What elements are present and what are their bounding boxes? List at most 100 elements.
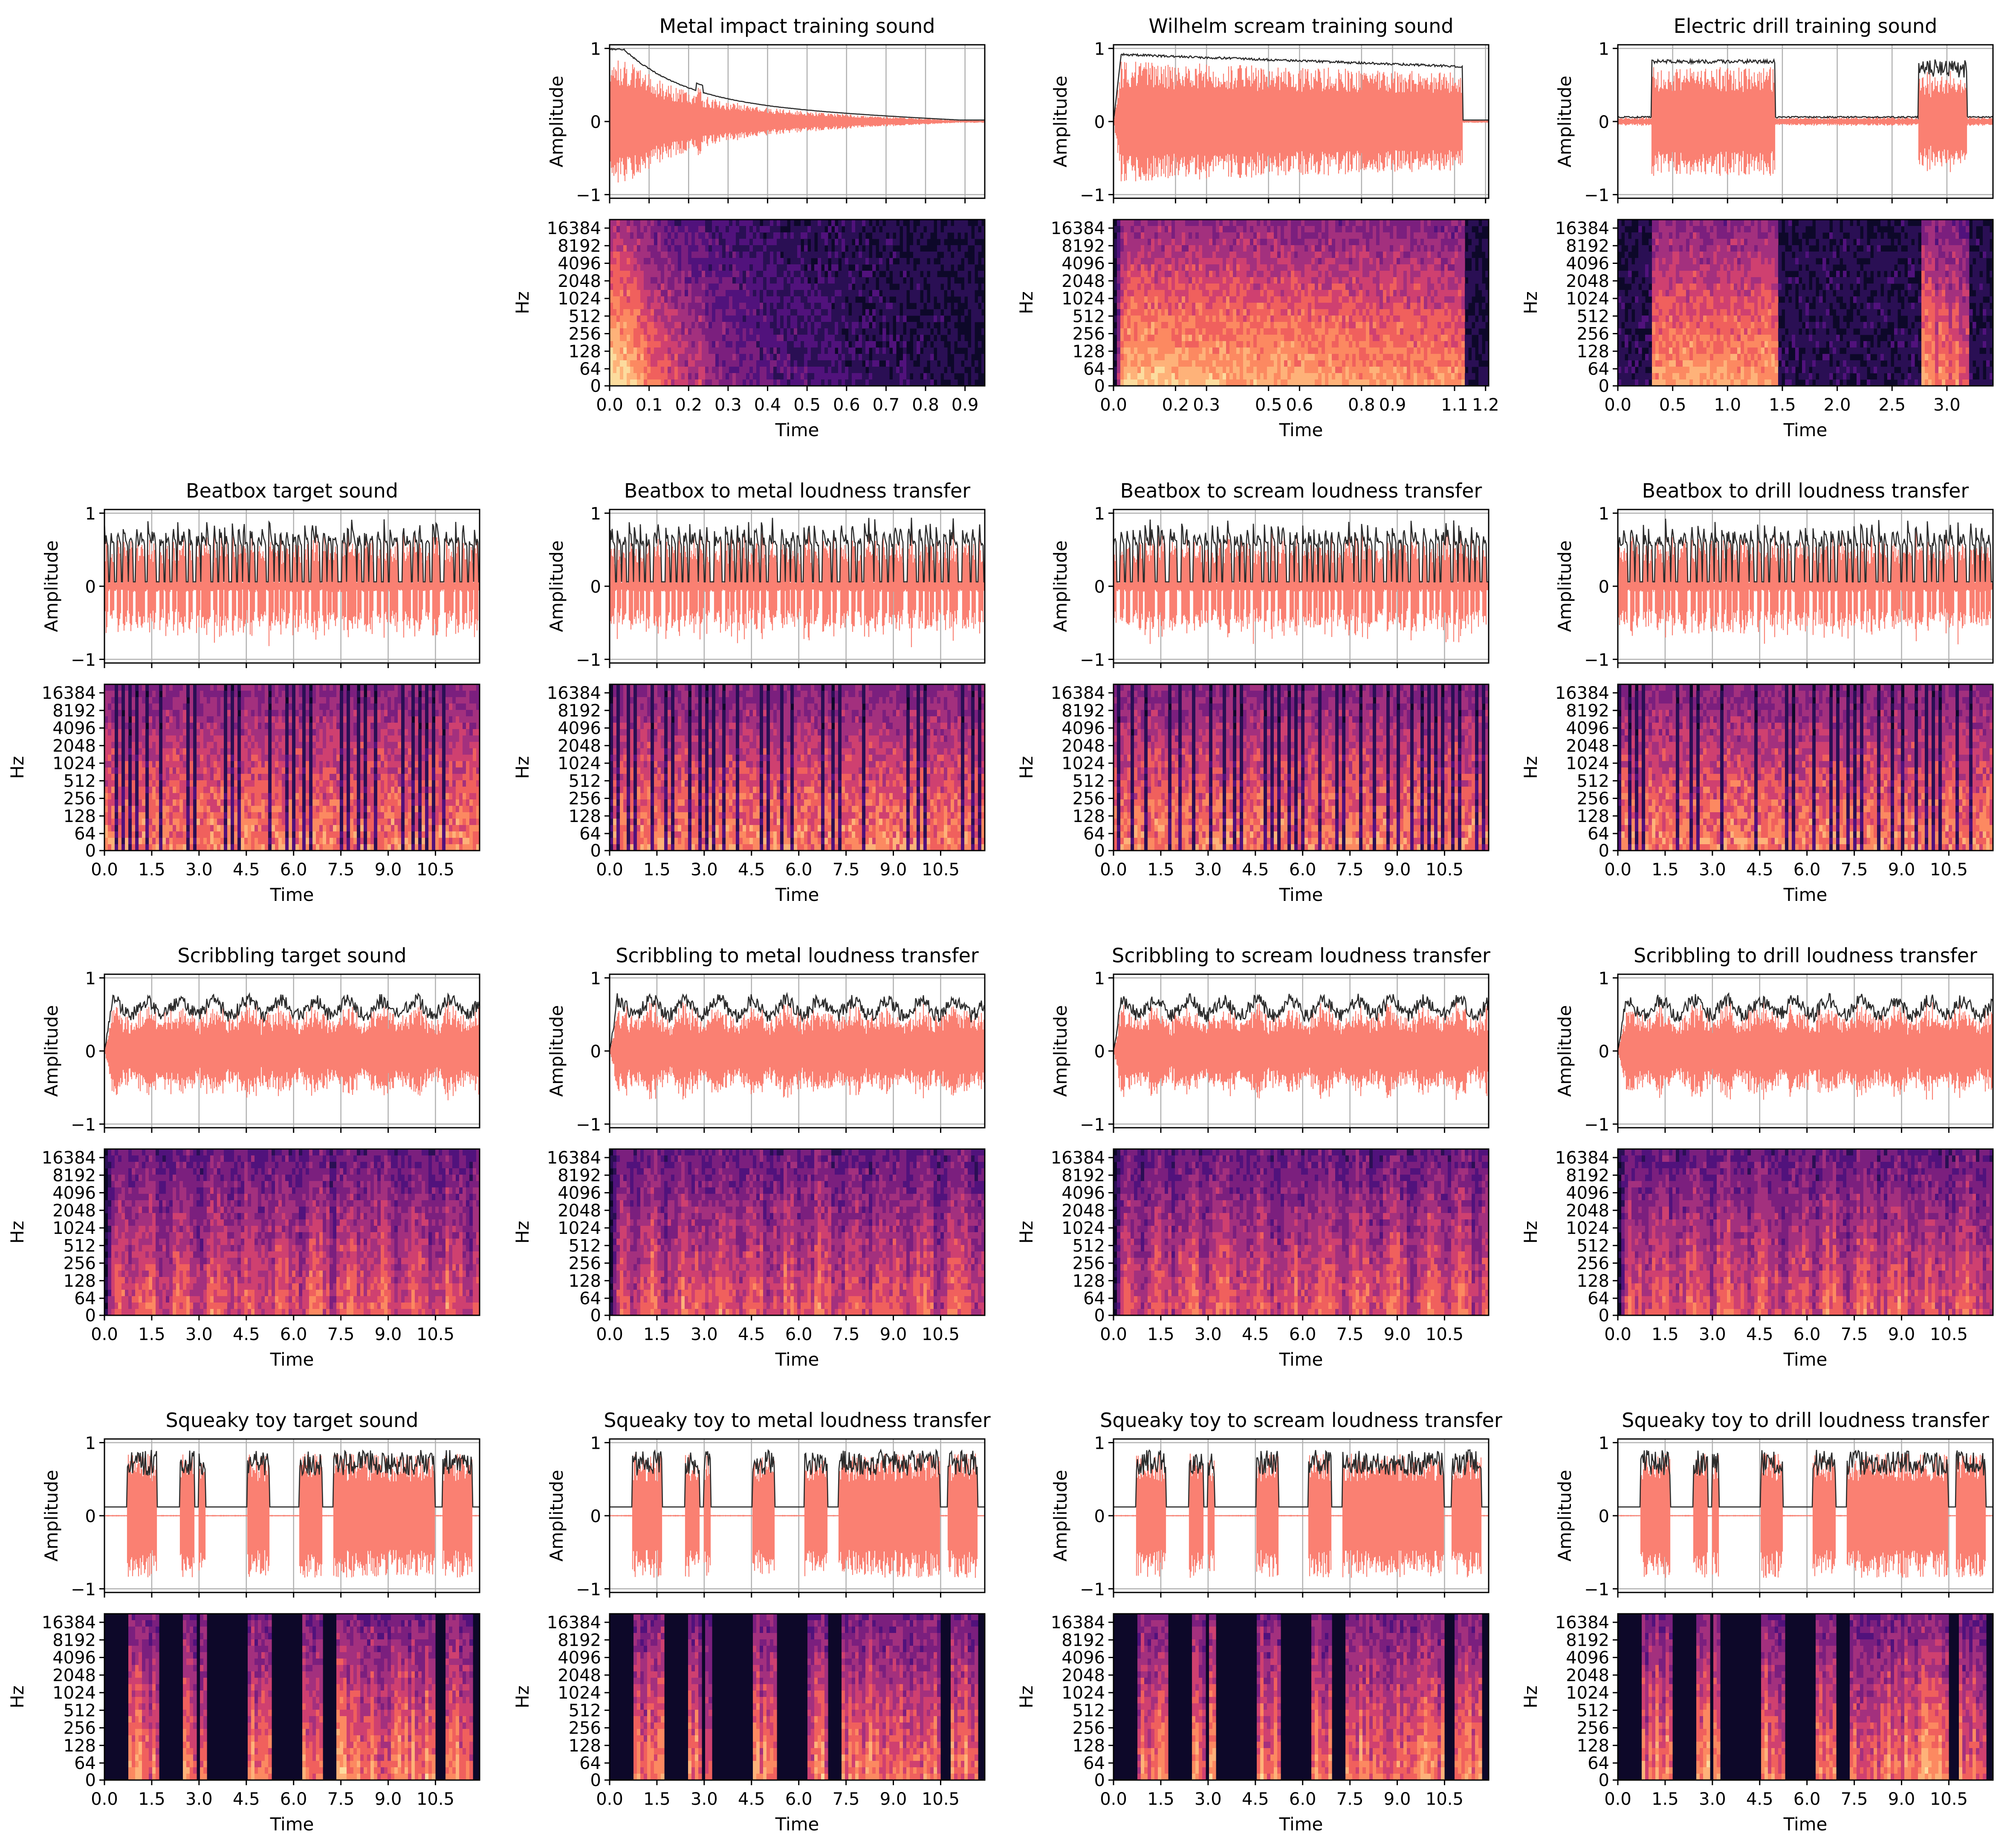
spectrogram-cell xyxy=(691,252,695,258)
spectrogram-cell xyxy=(743,232,746,239)
spectrogram-cell xyxy=(1206,226,1209,233)
spectrogram-cell xyxy=(835,335,839,342)
spectrogram-cell xyxy=(695,258,699,265)
spectrogram-cell xyxy=(1185,341,1189,348)
spectrogram-cell xyxy=(685,271,688,278)
spectrogram-cell xyxy=(940,277,944,284)
spectrogram-cell xyxy=(739,271,743,278)
spectrogram-cell xyxy=(937,367,941,373)
spectrogram-cell xyxy=(971,271,975,278)
spectrogram-cell xyxy=(865,347,869,354)
spectrogram-cell xyxy=(1165,264,1169,271)
spectrogram-cell xyxy=(801,373,804,380)
spectrogram-cell xyxy=(1120,328,1124,335)
spectrogram-cell xyxy=(848,379,852,386)
spectrogram-cell xyxy=(1137,226,1141,233)
spectrogram-cell xyxy=(681,367,685,373)
spectrogram-cell xyxy=(1202,309,1206,316)
spectrogram-cell xyxy=(712,271,716,278)
spectrogram-cell xyxy=(1216,367,1220,373)
spectrogram-cell xyxy=(947,322,951,329)
spectrogram-cell xyxy=(1137,316,1141,322)
spectrogram-cell xyxy=(633,354,637,361)
spectrogram-cell xyxy=(644,322,648,329)
spectrogram-cell xyxy=(1154,284,1158,290)
spectrogram-cell xyxy=(732,341,736,348)
spectrogram-cell xyxy=(763,220,767,226)
spectrogram-cell xyxy=(927,303,931,310)
spectrogram-cell xyxy=(743,258,746,265)
spectrogram-cell xyxy=(698,309,702,316)
spectrogram-cell xyxy=(702,379,706,386)
spectrogram-cell xyxy=(1185,309,1189,316)
spectrogram-cell xyxy=(644,271,648,278)
spectrogram-cell xyxy=(722,367,726,373)
spectrogram-cell xyxy=(1206,373,1209,380)
spectrogram-cell xyxy=(930,277,934,284)
spectrogram-cell xyxy=(743,226,746,233)
spectrogram-cell xyxy=(773,367,777,373)
spectrogram-cell xyxy=(691,341,695,348)
spectrogram-cell xyxy=(797,277,801,284)
spectrogram-cell xyxy=(1141,239,1145,246)
spectrogram-cell xyxy=(633,335,637,342)
spectrogram-cell xyxy=(903,290,907,297)
spectrogram-cell xyxy=(923,354,927,361)
spectrogram-cell xyxy=(961,245,965,252)
spectrogram-cell xyxy=(681,309,685,316)
spectrogram-cell xyxy=(1216,258,1220,265)
spectrogram-cell xyxy=(613,309,617,316)
spectrogram-cell xyxy=(1189,379,1192,386)
spectrogram-cell xyxy=(940,296,944,303)
spectrogram-cell xyxy=(1148,271,1151,278)
spectrogram-cell xyxy=(644,373,648,380)
spectrogram-cell xyxy=(732,258,736,265)
spectrogram-cell xyxy=(906,264,910,271)
subplot-title: Metal impact training sound xyxy=(659,14,935,38)
spectrogram-cell xyxy=(848,239,852,246)
spectrogram-cell xyxy=(743,220,746,226)
spectrogram-cell xyxy=(1199,309,1203,316)
spectrogram-cell xyxy=(1165,258,1169,265)
spectrogram-cell xyxy=(944,258,948,265)
spectrogram-cell xyxy=(702,354,706,361)
spectrogram-cell xyxy=(852,220,856,226)
spectrogram-cell xyxy=(1189,239,1192,246)
spectrogram-cell xyxy=(674,296,678,303)
spectrogram-cell xyxy=(1199,226,1203,233)
spectrogram-cell xyxy=(865,354,869,361)
spectrogram-cell xyxy=(1151,316,1155,322)
spectrogram-cell xyxy=(1120,367,1124,373)
spectrogram-cell xyxy=(627,239,631,246)
spectrogram-cell xyxy=(1185,373,1189,380)
spectrogram-cell xyxy=(801,277,804,284)
spectrogram-cell xyxy=(1134,379,1138,386)
spectrogram-cell xyxy=(640,354,644,361)
spectrogram-cell xyxy=(777,277,781,284)
spectrogram-cell xyxy=(654,258,658,265)
spectrogram-cell xyxy=(848,271,852,278)
spectrogram-cell xyxy=(1212,220,1216,226)
spectrogram-cell xyxy=(818,316,821,322)
spectrogram-cell xyxy=(1124,309,1128,316)
spectrogram-cell xyxy=(944,226,948,233)
spectrogram-cell xyxy=(790,347,794,354)
spectrogram-cell xyxy=(1182,284,1186,290)
spectrogram-cell xyxy=(879,245,883,252)
spectrogram-cell xyxy=(695,252,699,258)
spectrogram-cell xyxy=(917,245,920,252)
spectrogram-cell xyxy=(872,220,876,226)
spectrogram-cell xyxy=(886,271,890,278)
spectrogram-cell xyxy=(1131,220,1134,226)
spectrogram-cell xyxy=(801,309,804,316)
spectrogram-cell xyxy=(623,347,627,354)
spectrogram-cell xyxy=(1151,290,1155,297)
spectrogram-cell xyxy=(954,284,958,290)
spectrogram-cell xyxy=(1161,290,1165,297)
spectrogram-cell xyxy=(719,220,723,226)
spectrogram-cell xyxy=(1158,296,1162,303)
spectrogram-cell xyxy=(1199,328,1203,335)
spectrogram-cell xyxy=(1131,296,1134,303)
spectrogram-cell xyxy=(661,367,665,373)
spectrogram-cell xyxy=(1178,226,1182,233)
